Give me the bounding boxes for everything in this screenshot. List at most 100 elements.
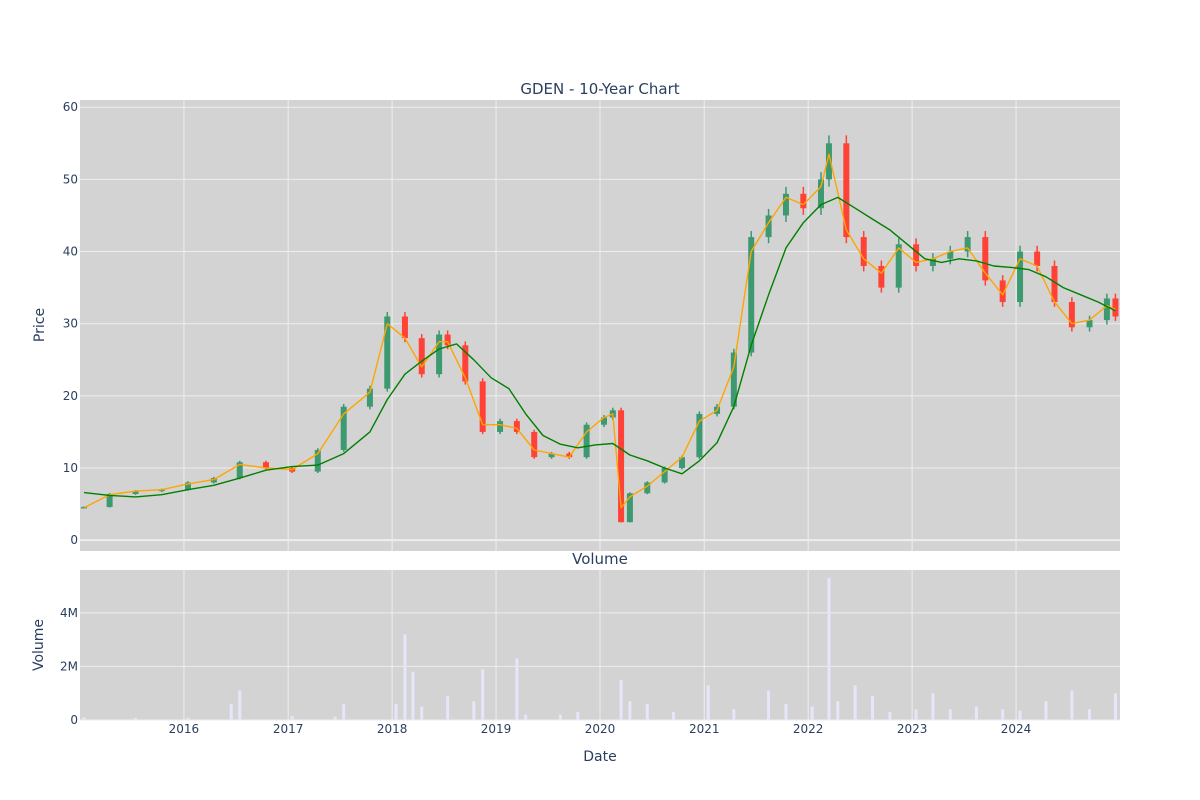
volume-bar — [342, 703, 346, 720]
volume-bar — [619, 679, 623, 720]
volume-bar — [524, 714, 528, 720]
volume-bar — [238, 690, 242, 720]
candle-body — [158, 489, 165, 492]
volume-bar — [515, 658, 519, 720]
candle-body — [895, 244, 902, 288]
volume-tick-label: 2M — [60, 659, 78, 673]
price-tick-label: 20 — [63, 389, 78, 403]
volume-bar — [836, 701, 840, 720]
volume-bar — [853, 685, 857, 720]
volume-bar — [558, 714, 562, 720]
date-tick-label: 2021 — [689, 722, 720, 736]
candle-body — [444, 334, 451, 346]
candle-body — [513, 421, 520, 432]
candle-body — [800, 193, 807, 209]
short-moving-average-line — [83, 153, 1116, 509]
candle-body — [730, 352, 737, 407]
volume-axis-label: Volume — [31, 619, 47, 671]
volume-bar — [974, 706, 978, 720]
candle-body — [1051, 265, 1058, 303]
candle-body — [696, 413, 703, 458]
candle-body — [817, 179, 824, 209]
price-tick-label: 30 — [63, 317, 78, 331]
candle-body — [531, 431, 538, 458]
volume-bar — [186, 717, 190, 720]
candle-body — [479, 381, 486, 432]
price-tick-label: 50 — [63, 172, 78, 186]
candle-body — [262, 462, 269, 469]
candle-body — [1086, 320, 1093, 328]
candle-body — [860, 237, 867, 266]
candle-body — [913, 244, 920, 266]
candle-body — [964, 237, 971, 252]
price-tick-label: 0 — [70, 533, 78, 547]
candle-body — [825, 143, 832, 180]
volume-bar — [481, 669, 485, 720]
volume-bar — [229, 703, 233, 720]
candle-body — [132, 491, 139, 494]
volume-bar — [290, 715, 294, 720]
volume-bar — [134, 717, 138, 720]
volume-bar — [671, 711, 675, 720]
candle-body — [947, 251, 954, 259]
volume-bar — [732, 709, 736, 720]
volume-bar — [948, 709, 952, 720]
volume-bar — [576, 711, 580, 720]
candle-body — [184, 482, 191, 490]
candle-body — [765, 215, 772, 238]
candle-body — [661, 468, 668, 483]
volume-bar — [871, 695, 875, 720]
volume-bar — [1044, 701, 1048, 720]
date-tick-label: 2024 — [1001, 722, 1032, 736]
volume-bar — [1018, 710, 1022, 720]
candle-body — [80, 506, 87, 509]
date-tick-label: 2016 — [169, 722, 200, 736]
candle-body — [384, 316, 391, 389]
volume-bar — [420, 706, 424, 720]
candle-body — [1112, 298, 1119, 317]
volume-bar — [411, 671, 415, 720]
date-tick-label: 2019 — [481, 722, 512, 736]
volume-bar — [472, 701, 476, 720]
volume-bars — [82, 578, 1117, 720]
volume-bar — [767, 690, 771, 720]
volume-bar — [810, 706, 814, 720]
candle-body — [999, 280, 1006, 303]
date-tick-label: 2023 — [897, 722, 928, 736]
candle-body — [366, 388, 373, 407]
candle-body — [878, 265, 885, 288]
volume-bar — [914, 709, 918, 720]
candle-body — [1034, 251, 1041, 266]
price-candles — [80, 135, 1119, 523]
candle-body — [1068, 302, 1075, 328]
volume-subplot-title: Volume — [572, 550, 628, 568]
axis-ticks: 0 10 20 30 40 50 60 0 2M 4M 2016 2017 2018 2019 2020 20… — [60, 100, 1031, 736]
date-tick-label: 2018 — [377, 722, 408, 736]
candle-body — [340, 406, 347, 450]
volume-bar — [1088, 709, 1092, 720]
moving-average-lines — [83, 153, 1116, 509]
candle-body — [600, 417, 607, 425]
volume-bar — [333, 716, 337, 720]
grid-lines — [80, 100, 1120, 721]
volume-bar — [446, 695, 450, 720]
candle-body — [418, 338, 425, 375]
price-tick-label: 40 — [63, 245, 78, 259]
candle-body — [462, 345, 469, 382]
candle-body — [1103, 298, 1110, 321]
volume-tick-label: 0 — [70, 713, 78, 727]
volume-bar — [827, 578, 831, 720]
volume-bar — [645, 703, 649, 720]
candle-body — [236, 462, 243, 479]
candle-body — [782, 193, 789, 216]
candle-body — [314, 449, 321, 472]
date-tick-label: 2022 — [793, 722, 824, 736]
candle-body — [982, 237, 989, 281]
chart-title: GDEN - 10-Year Chart — [520, 80, 679, 98]
candle-body — [679, 457, 686, 469]
price-tick-label: 60 — [63, 100, 78, 114]
date-axis-label: Date — [583, 749, 616, 765]
date-tick-label: 2020 — [585, 722, 616, 736]
price-axis-label: Price — [32, 308, 48, 342]
candle-body — [106, 493, 113, 507]
